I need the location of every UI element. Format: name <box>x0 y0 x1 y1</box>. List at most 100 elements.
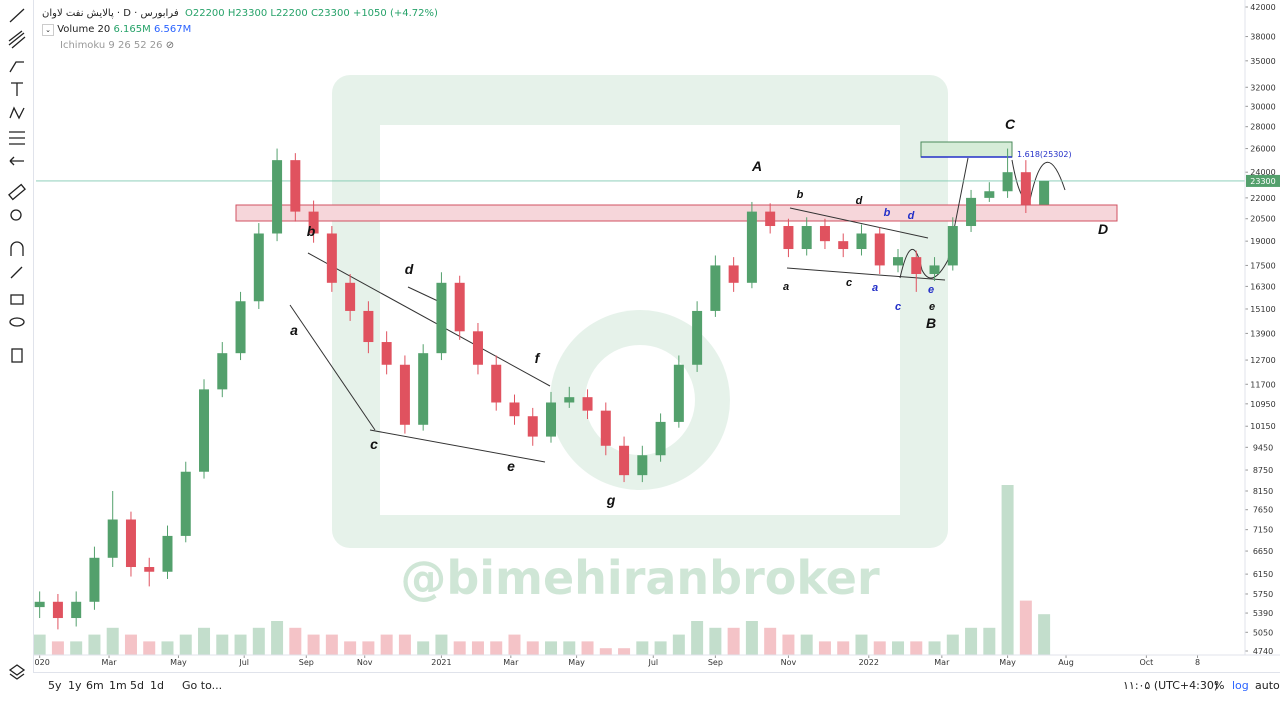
wave-label: f <box>535 350 541 366</box>
y-tick-label: 5050 <box>1253 628 1273 637</box>
trend-line-tool[interactable] <box>9 8 25 23</box>
candle-body <box>235 301 246 354</box>
wave-label-blue: a <box>872 282 878 294</box>
range-button[interactable]: 5y <box>48 679 62 692</box>
layers-tool[interactable] <box>8 664 26 680</box>
watermark: @bimehiranbroker <box>400 551 880 605</box>
range-button[interactable]: 6m <box>86 679 104 692</box>
hide-tool[interactable] <box>9 317 25 327</box>
brush-tool[interactable] <box>9 61 24 73</box>
candle-body <box>874 233 885 266</box>
stay-drawing-tool[interactable] <box>10 266 23 279</box>
percent-toggle[interactable]: % <box>1214 679 1225 692</box>
candle-body <box>893 257 904 266</box>
clock: ۱۱:۰۵ (UTC+4:30) <box>1123 679 1219 692</box>
drawing-toolbar <box>0 0 34 697</box>
volume-bar <box>818 641 831 655</box>
candle-body <box>947 226 958 266</box>
pattern-tool[interactable] <box>9 106 25 120</box>
range-button[interactable]: 1m <box>109 679 127 692</box>
candle-body <box>765 211 776 227</box>
prediction-tool[interactable] <box>9 131 25 145</box>
low: L22200 <box>270 8 308 19</box>
x-tick-label: Oct <box>1139 658 1153 667</box>
zoom-tool[interactable] <box>10 209 22 221</box>
volume-bar <box>271 621 284 655</box>
y-tick-label: 9450 <box>1253 443 1273 452</box>
magnet-tool[interactable] <box>10 241 24 256</box>
volume-bar <box>252 627 265 655</box>
wave-label: g <box>606 492 616 508</box>
volume-bar <box>51 641 64 655</box>
volume-bar <box>1019 600 1032 655</box>
x-tick-label: 2022 <box>859 658 879 667</box>
range-button[interactable]: 1d <box>150 679 164 692</box>
volume-label: Volume 20 <box>57 24 111 35</box>
trendlines <box>289 157 1066 463</box>
toolbar-icons <box>8 8 26 680</box>
y-tick-label: 10150 <box>1250 422 1275 431</box>
cursor-tool[interactable] <box>9 156 24 166</box>
collapse-button[interactable]: ⌄ <box>42 24 54 36</box>
log-toggle[interactable]: log <box>1232 679 1249 692</box>
auto-toggle[interactable]: auto <box>1255 679 1280 692</box>
volume-bar <box>928 641 941 655</box>
wave-label: e <box>929 301 935 313</box>
x-tick-label: 2020 <box>29 658 49 667</box>
wave-label: d <box>856 195 863 207</box>
candle-body <box>454 282 465 332</box>
candle-body <box>272 160 283 234</box>
volume-bar <box>800 634 813 655</box>
candle-body <box>546 402 557 437</box>
candle-body <box>345 282 356 311</box>
y-tick-label: 7150 <box>1253 526 1273 535</box>
volume-bar <box>88 634 101 655</box>
candle-body <box>399 364 410 425</box>
volume-bar <box>508 634 521 655</box>
lock-tool[interactable] <box>10 294 24 305</box>
delete-tool[interactable] <box>11 348 23 363</box>
legend-row: Ichimoku 9 26 52 26 ⊘ <box>60 40 175 51</box>
wave-label: a <box>290 322 298 338</box>
y-tick-label: 16300 <box>1250 282 1275 291</box>
volume-bar <box>618 648 631 655</box>
wave-label: A <box>751 158 762 174</box>
y-tick-label: 7650 <box>1253 506 1273 515</box>
goto-button[interactable]: Go to... <box>182 679 223 692</box>
y-tick-label: 13900 <box>1250 329 1275 338</box>
resistance-zone <box>235 204 1118 222</box>
candle-body <box>363 310 374 343</box>
volume-bar <box>307 634 320 655</box>
wave-label: c <box>370 436 378 452</box>
candle-body <box>637 455 648 476</box>
volume-bar <box>965 627 978 655</box>
volume-bar <box>417 641 430 655</box>
x-tick-label: May <box>568 658 585 667</box>
x-tick-label: 2021 <box>431 658 451 667</box>
volume-bar <box>161 641 174 655</box>
volume-bar <box>855 634 868 655</box>
pitchfork-tool[interactable] <box>8 30 26 49</box>
x-tick-label: Aug <box>1058 658 1074 667</box>
candle-body <box>509 402 520 417</box>
measure-tool[interactable] <box>8 183 26 201</box>
range-button[interactable]: 5d <box>130 679 144 692</box>
legend-row: ⌄ Volume 20 6.165M 6.567M <box>42 22 438 38</box>
range-button[interactable]: 1y <box>68 679 82 692</box>
y-tick-label: 4740 <box>1253 647 1273 656</box>
y-tick-label: 8750 <box>1253 466 1273 475</box>
candle-body <box>966 197 977 227</box>
candle-body <box>527 416 538 437</box>
y-tick-label: 20500 <box>1250 215 1275 224</box>
target-zone <box>920 141 1013 158</box>
volume-bar <box>599 648 612 655</box>
x-tick-label: May <box>999 658 1016 667</box>
y-tick-label: 5750 <box>1253 590 1273 599</box>
candle-body <box>856 233 867 250</box>
y-tick-label: 12700 <box>1250 356 1275 365</box>
candle-body <box>746 211 757 283</box>
volume-bar <box>471 641 484 655</box>
text-tool[interactable] <box>11 82 23 96</box>
volume-bar <box>946 634 959 655</box>
